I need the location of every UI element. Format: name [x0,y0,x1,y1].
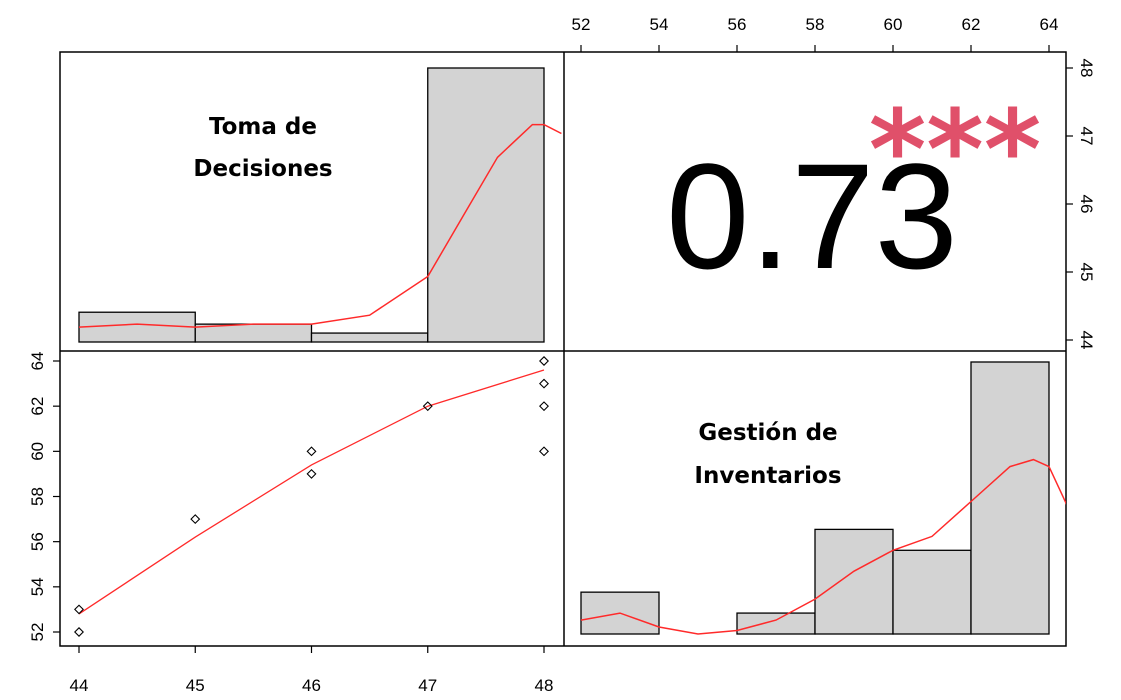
correlation-value: 0.73 [666,132,958,300]
panel-frames [59,51,1067,647]
bottom-axis-tick-label: 44 [70,676,89,695]
left-axis-tick-label: 62 [28,397,47,416]
hist2-bar [970,361,1050,635]
scatter-point [539,356,549,366]
significance-stars: *** [869,86,1042,214]
scatter-point [306,446,317,457]
left-axis-tick-label: 56 [28,532,47,551]
axes: 52 54 56 58 60 62 64 44 45 46 47 48 52 54 56 58 60 62 64 44… [28,15,1096,695]
right-axis-tick-label: 48 [1077,59,1096,78]
top-axis-tick-label: 56 [728,15,747,34]
hist2-bar [892,549,972,635]
scatter-point [190,514,201,525]
bottom-axis-tick-label: 47 [418,676,437,695]
var1-label-line1: Toma de [209,114,317,140]
scatter-point [306,468,317,479]
hist2-bar [736,612,816,635]
bottom-axis-tick-label: 46 [302,676,321,695]
var2-label-line2: Inventarios [694,463,841,489]
left-axis-tick-label: 52 [28,623,47,642]
left-axis-tick-label: 64 [28,352,47,371]
scatter-point [539,378,549,389]
top-axis-tick-label: 52 [572,15,591,34]
hist2-bar [814,528,894,635]
top-axis-tick-label: 64 [1040,15,1059,34]
scatter-panel [74,356,549,637]
histogram-toma-de-decisiones [78,67,562,343]
right-axis-tick-label: 46 [1077,195,1096,214]
scatter-point [74,604,84,615]
scatter-point [74,627,84,637]
right-axis-tick-label: 45 [1077,263,1096,282]
scatter-point [539,401,549,412]
outer-frame [59,51,1067,647]
hist2-density-curve [580,458,1066,635]
left-axis-tick-label: 54 [28,577,47,596]
left-axis-tick-label: 58 [28,487,47,506]
top-axis-tick-label: 54 [650,15,669,34]
left-axis-tick-label: 60 [28,442,47,461]
bottom-axis-tick-label: 48 [535,676,554,695]
hist1-bar [310,332,429,343]
scatter-smooth-line [78,369,545,615]
hist1-bar [427,67,545,343]
right-axis-tick-label: 47 [1077,127,1096,146]
histogram-gestion-de-inventarios [580,361,1066,635]
var1-label-line2: Decisiones [193,156,332,182]
scatter-point [422,401,433,412]
top-axis-tick-label: 62 [962,15,981,34]
right-axis-tick-label: 44 [1077,331,1096,350]
scatter-point [539,446,549,457]
top-axis-tick-label: 60 [884,15,903,34]
top-axis-tick-label: 58 [806,15,825,34]
var2-label-line1: Gestión de [698,420,837,446]
hist1-density-curve [78,123,562,328]
bottom-axis-tick-label: 45 [186,676,205,695]
hist1-bar [78,311,196,343]
